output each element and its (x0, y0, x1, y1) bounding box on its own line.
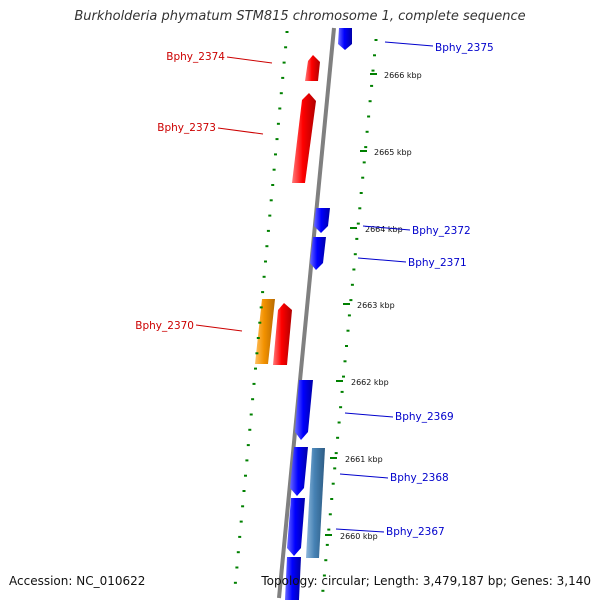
accession-text: Accession: NC_010622 (9, 574, 146, 588)
leader-line-bphy-2370 (195, 324, 243, 332)
gene-arrow-bphy-2374[interactable] (305, 55, 320, 81)
gene-label-bphy-2371[interactable]: Bphy_2371 (408, 257, 467, 269)
gene-arrow-bphy-2368[interactable] (290, 447, 308, 496)
gene-label-bphy-2367[interactable]: Bphy_2367 (386, 526, 445, 538)
leader-line-bphy-2367 (335, 528, 385, 533)
scale-label: 2665 kbp (374, 148, 412, 157)
gene-feature-orange[interactable] (255, 299, 275, 364)
gene-arrow-bphy-2367[interactable] (287, 498, 305, 556)
scale-labels: 2666 kbp 2665 kbp 2664 kbp 2663 kbp 2662… (340, 71, 422, 541)
gene-label-bphy-2372[interactable]: Bphy_2372 (412, 225, 471, 237)
leader-line-bphy-2372 (362, 225, 411, 231)
scale-label: 2666 kbp (384, 71, 422, 80)
gene-arrow-bphy-2369[interactable] (295, 380, 313, 440)
gene-arrow-bphy-2372[interactable] (314, 208, 330, 233)
gene-arrow-bphy-2373[interactable] (292, 93, 316, 183)
gene-arrow-bphy-2371[interactable] (310, 237, 326, 270)
gene-label-bphy-2375[interactable]: Bphy_2375 (435, 42, 494, 54)
gene-feature-steelblue[interactable] (306, 448, 325, 558)
gene-label-bphy-2368[interactable]: Bphy_2368 (390, 472, 449, 484)
scale-label: 2662 kbp (351, 378, 389, 387)
gene-label-bphy-2369[interactable]: Bphy_2369 (395, 411, 454, 423)
leader-line-bphy-2368 (339, 473, 389, 479)
gene-label-bphy-2373[interactable]: Bphy_2373 (157, 122, 216, 134)
scale-label: 2663 kbp (357, 301, 395, 310)
scale-ticks (325, 73, 377, 536)
right-track-ticks (321, 39, 378, 592)
leader-line-bphy-2369 (344, 412, 394, 418)
gene-arrow-bphy-2375[interactable] (338, 28, 352, 50)
map-title: Burkholderia phymatum STM815 chromosome … (74, 9, 526, 24)
scale-label: 2664 kbp (365, 225, 403, 234)
gene-label-bphy-2374[interactable]: Bphy_2374 (166, 51, 225, 63)
gene-label-bphy-2370[interactable]: Bphy_2370 (135, 320, 194, 332)
left-track-ticks (233, 31, 289, 584)
leader-line-bphy-2374 (226, 56, 273, 64)
gene-feature-blue-lower[interactable] (285, 557, 301, 600)
sequence-summary-text: Topology: circular; Length: 3,479,187 bp… (261, 574, 591, 588)
scale-label: 2661 kbp (345, 455, 383, 464)
gene-arrow-bphy-2370[interactable] (273, 303, 292, 365)
leader-line-bphy-2371 (357, 257, 407, 263)
chromosome-backbone (277, 27, 336, 599)
scale-label: 2660 kbp (340, 532, 378, 541)
leader-line-bphy-2373 (217, 127, 264, 135)
leader-line-bphy-2375 (384, 41, 434, 47)
